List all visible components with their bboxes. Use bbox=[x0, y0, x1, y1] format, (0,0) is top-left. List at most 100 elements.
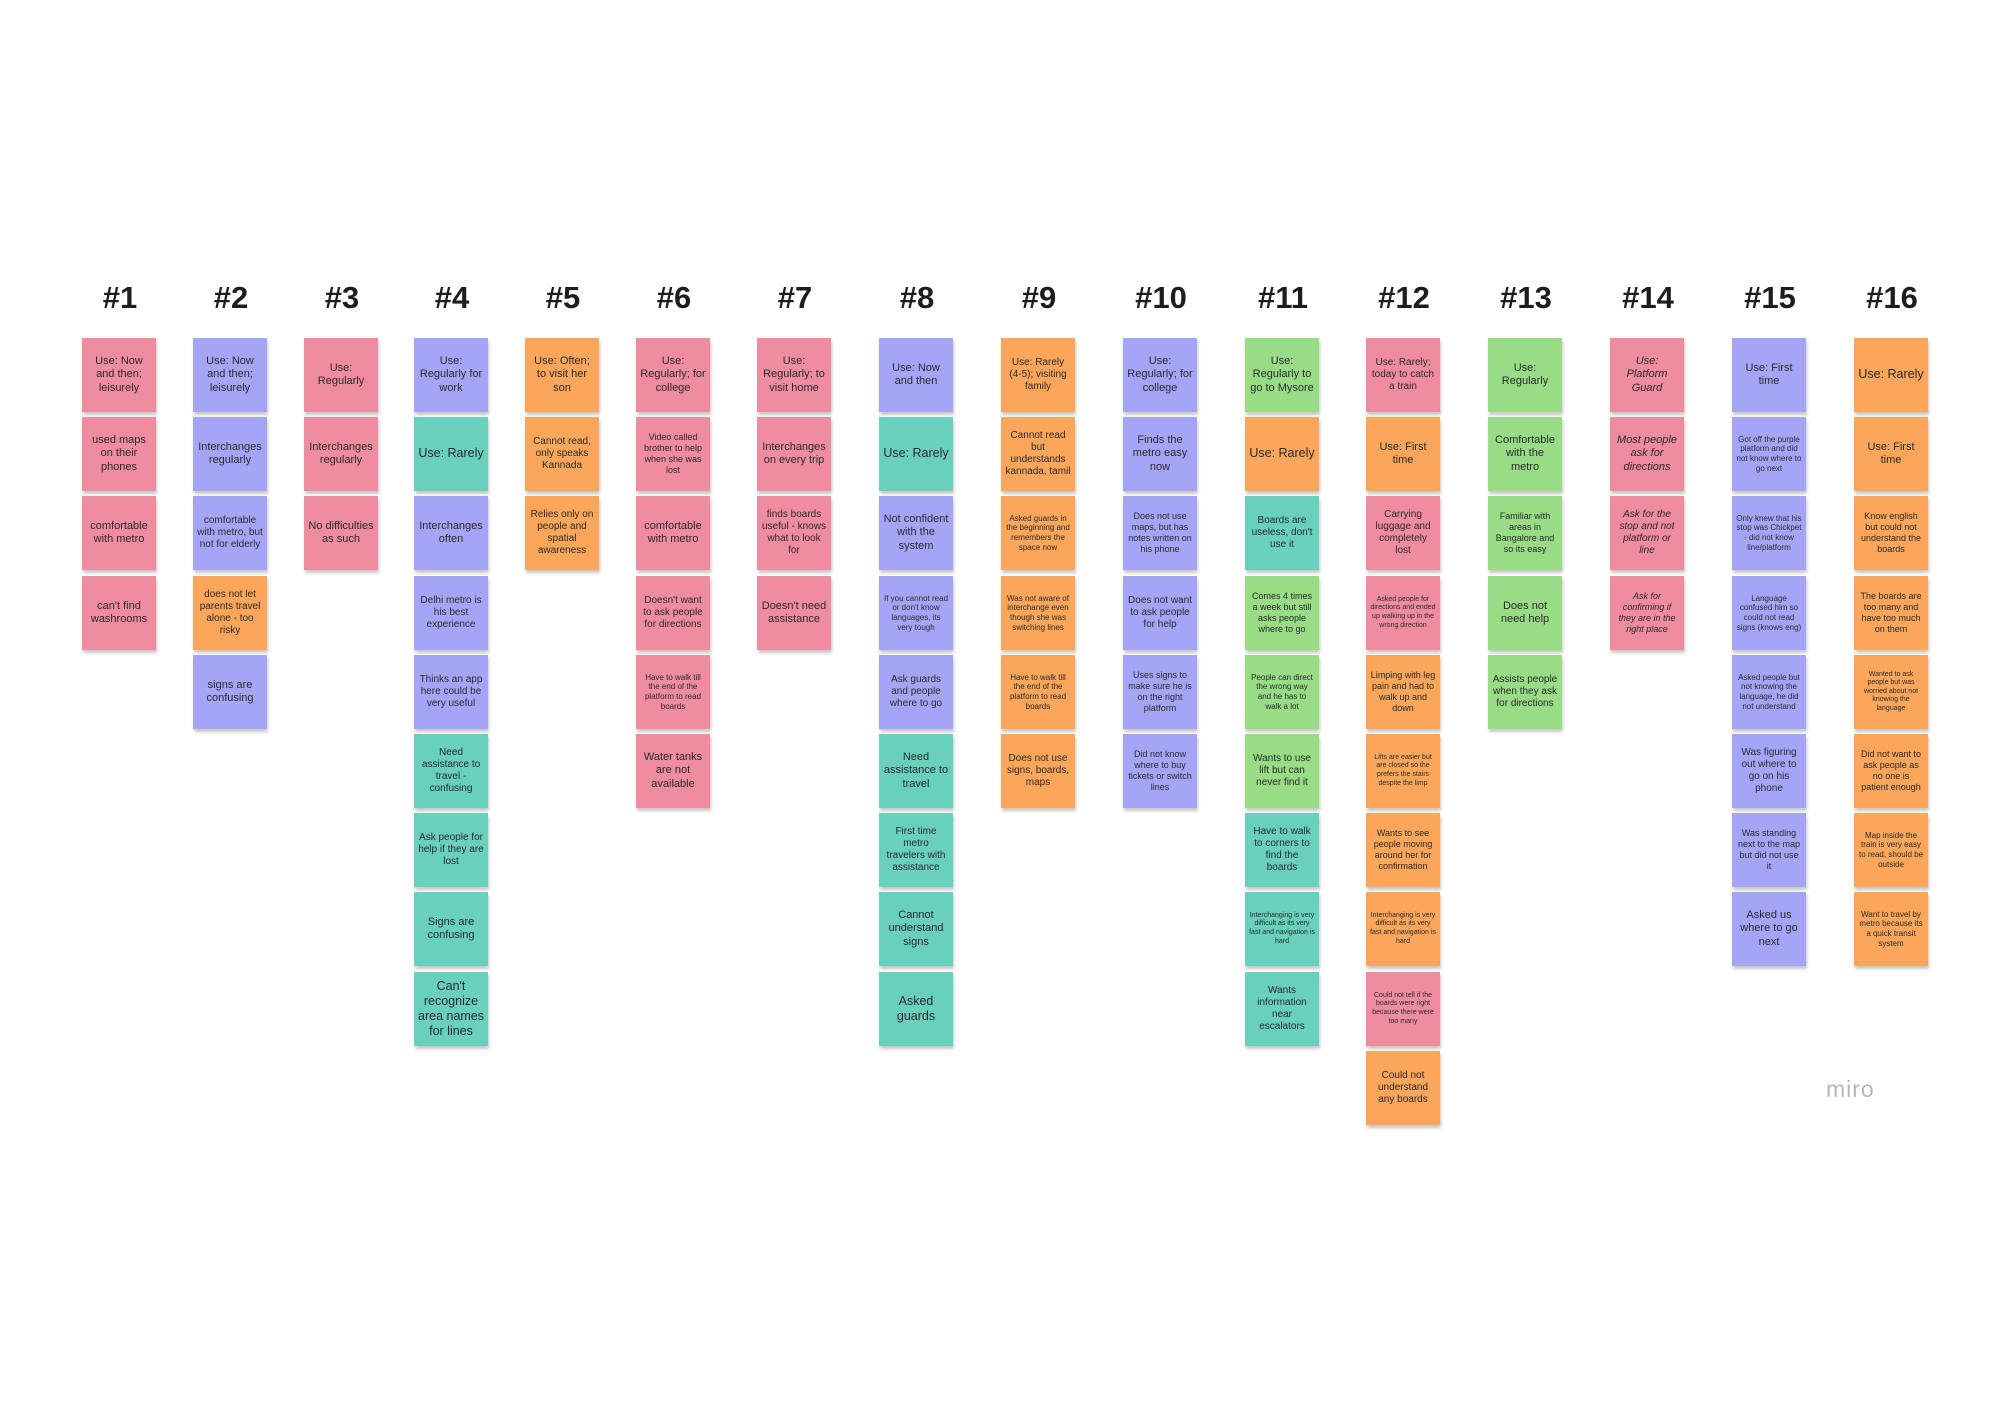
sticky-note-video-called-brother-to-help-when-she-wa[interactable]: Video called brother to help when she wa… bbox=[636, 417, 710, 491]
sticky-note-doesn-t-need-assistance[interactable]: Doesn't need assistance bbox=[757, 576, 831, 650]
sticky-note-comfortable-with-the-metro[interactable]: Comfortable with the metro bbox=[1488, 417, 1562, 491]
sticky-note-finds-the-metro-easy-now[interactable]: Finds the metro easy now bbox=[1123, 417, 1197, 491]
sticky-note-does-not-want-to-ask-people-for-help[interactable]: Does not want to ask people for help bbox=[1123, 576, 1197, 650]
sticky-note-use-now-and-then-leisurely[interactable]: Use: Now and then; leisurely bbox=[82, 338, 156, 412]
sticky-note-use-rarely[interactable]: Use: Rarely bbox=[879, 417, 953, 491]
sticky-note-interchanges-often[interactable]: Interchanges often bbox=[414, 496, 488, 570]
sticky-note-asked-guards-in-the-beginning-and-rememb[interactable]: Asked guards in the beginning and rememb… bbox=[1001, 496, 1075, 570]
sticky-note-use-rarely[interactable]: Use: Rarely bbox=[414, 417, 488, 491]
sticky-note-no-difficulties-as-such[interactable]: No difficulties as such bbox=[304, 496, 378, 570]
sticky-note-language-confused-him-so-could-not-read-[interactable]: Language confused him so could not read … bbox=[1732, 576, 1806, 650]
sticky-note-delhi-metro-is-his-best-experience[interactable]: Delhi metro is his best experience bbox=[414, 576, 488, 650]
sticky-note-ask-for-the-stop-and-not-platform-or-lin[interactable]: Ask for the stop and not platform or lin… bbox=[1610, 496, 1684, 570]
sticky-note-can-t-recognize-area-names-for-lines[interactable]: Can't recognize area names for lines bbox=[414, 972, 488, 1046]
sticky-note-relies-only-on-people-and-spatial-awaren[interactable]: Relies only on people and spatial awaren… bbox=[525, 496, 599, 570]
sticky-note-uses-signs-to-make-sure-he-is-on-the-rig[interactable]: Uses signs to make sure he is on the rig… bbox=[1123, 655, 1197, 729]
sticky-note-finds-boards-useful-knows-what-to-look-f[interactable]: finds boards useful - knows what to look… bbox=[757, 496, 831, 570]
sticky-note-use-regularly-for-work[interactable]: Use: Regularly for work bbox=[414, 338, 488, 412]
sticky-note-use-often-to-visit-her-son[interactable]: Use: Often; to visit her son bbox=[525, 338, 599, 412]
sticky-note-interchanging-is-very-difficult-as-its-v[interactable]: Interchanging is very difficult as its v… bbox=[1245, 892, 1319, 966]
sticky-note-map-inside-the-train-is-very-easy-to-rea[interactable]: Map inside the train is very easy to rea… bbox=[1854, 813, 1928, 887]
sticky-note-asked-people-for-directions-and-ended-up[interactable]: Asked people for directions and ended up… bbox=[1366, 576, 1440, 650]
sticky-note-use-regularly-for-college[interactable]: Use: Regularly; for college bbox=[1123, 338, 1197, 412]
sticky-note-signs-are-confusing[interactable]: signs are confusing bbox=[193, 655, 267, 729]
sticky-note-does-not-use-signs-boards-maps[interactable]: Does not use signs, boards, maps bbox=[1001, 734, 1075, 808]
sticky-note-have-to-walk-till-the-end-of-the-platfor[interactable]: Have to walk till the end of the platfor… bbox=[636, 655, 710, 729]
sticky-note-have-to-walk-to-corners-to-find-the-boar[interactable]: Have to walk to corners to find the boar… bbox=[1245, 813, 1319, 887]
sticky-note-asked-people-but-not-knowing-the-languag[interactable]: Asked people but not knowing the languag… bbox=[1732, 655, 1806, 729]
sticky-note-can-t-find-washrooms[interactable]: can't find washrooms bbox=[82, 576, 156, 650]
sticky-note-if-you-cannot-read-or-don-t-know-languag[interactable]: If you cannot read or don't know languag… bbox=[879, 576, 953, 650]
sticky-note-most-people-ask-for-directions[interactable]: Most people ask for directions bbox=[1610, 417, 1684, 491]
sticky-note-use-first-time[interactable]: Use: First time bbox=[1366, 417, 1440, 491]
sticky-note-does-not-use-maps-but-has-notes-written-[interactable]: Does not use maps, but has notes written… bbox=[1123, 496, 1197, 570]
sticky-note-use-regularly-for-college[interactable]: Use: Regularly; for college bbox=[636, 338, 710, 412]
sticky-note-asked-us-where-to-go-next[interactable]: Asked us where to go next bbox=[1732, 892, 1806, 966]
sticky-note-was-figuring-out-where-to-go-on-his-phon[interactable]: Was figuring out where to go on his phon… bbox=[1732, 734, 1806, 808]
sticky-note-water-tanks-are-not-available[interactable]: Water tanks are not available bbox=[636, 734, 710, 808]
sticky-note-use-rarely[interactable]: Use: Rarely bbox=[1854, 338, 1928, 412]
sticky-note-got-off-the-purple-platform-and-did-not-[interactable]: Got off the purple platform and did not … bbox=[1732, 417, 1806, 491]
sticky-note-could-not-tell-if-the-boards-were-right-[interactable]: Could not tell if the boards were right … bbox=[1366, 972, 1440, 1046]
sticky-note-interchanges-regularly[interactable]: Interchanges regularly bbox=[193, 417, 267, 491]
sticky-note-wanted-to-ask-people-but-was-worried-abo[interactable]: Wanted to ask people but was worried abo… bbox=[1854, 655, 1928, 729]
sticky-note-comfortable-with-metro[interactable]: comfortable with metro bbox=[636, 496, 710, 570]
sticky-note-limping-with-leg-pain-and-had-to-walk-up[interactable]: Limping with leg pain and had to walk up… bbox=[1366, 655, 1440, 729]
sticky-note-comfortable-with-metro[interactable]: comfortable with metro bbox=[82, 496, 156, 570]
sticky-note-need-assistance-to-travel[interactable]: Need assistance to travel bbox=[879, 734, 953, 808]
sticky-note-not-confident-with-the-system[interactable]: Not confident with the system bbox=[879, 496, 953, 570]
sticky-note-know-english-but-could-not-understand-th[interactable]: Know english but could not understand th… bbox=[1854, 496, 1928, 570]
sticky-note-thinks-an-app-here-could-be-very-useful[interactable]: Thinks an app here could be very useful bbox=[414, 655, 488, 729]
sticky-note-ask-guards-and-people-where-to-go[interactable]: Ask guards and people where to go bbox=[879, 655, 953, 729]
sticky-note-cannot-understand-signs[interactable]: Cannot understand signs bbox=[879, 892, 953, 966]
sticky-note-carrying-luggage-and-completely-lost[interactable]: Carrying luggage and completely lost bbox=[1366, 496, 1440, 570]
sticky-note-only-knew-that-his-stop-was-chickpet-did[interactable]: Only knew that his stop was Chickpet - d… bbox=[1732, 496, 1806, 570]
sticky-note-asked-guards[interactable]: Asked guards bbox=[879, 972, 953, 1046]
sticky-note-cannot-read-but-understands-kannada-tami[interactable]: Cannot read but understands kannada, tam… bbox=[1001, 417, 1075, 491]
sticky-note-use-rarely-today-to-catch-a-train[interactable]: Use: Rarely; today to catch a train bbox=[1366, 338, 1440, 412]
sticky-note-was-standing-next-to-the-map-but-did-not[interactable]: Was standing next to the map but did not… bbox=[1732, 813, 1806, 887]
sticky-note-use-now-and-then[interactable]: Use: Now and then bbox=[879, 338, 953, 412]
sticky-note-people-can-direct-the-wrong-way-and-he-h[interactable]: People can direct the wrong way and he h… bbox=[1245, 655, 1319, 729]
sticky-note-use-now-and-then-leisurely[interactable]: Use: Now and then; leisurely bbox=[193, 338, 267, 412]
sticky-note-wants-to-use-lift-but-can-never-find-it[interactable]: Wants to use lift but can never find it bbox=[1245, 734, 1319, 808]
sticky-note-use-first-time[interactable]: Use: First time bbox=[1854, 417, 1928, 491]
sticky-note-did-not-want-to-ask-people-as-no-one-is-[interactable]: Did not want to ask people as no one is … bbox=[1854, 734, 1928, 808]
sticky-note-use-first-time[interactable]: Use: First time bbox=[1732, 338, 1806, 412]
sticky-note-does-not-let-parents-travel-alone-too-ri[interactable]: does not let parents travel alone - too … bbox=[193, 576, 267, 650]
sticky-note-did-not-know-where-to-buy-tickets-or-swi[interactable]: Did not know where to buy tickets or swi… bbox=[1123, 734, 1197, 808]
sticky-note-the-boards-are-too-many-and-have-too-muc[interactable]: The boards are too many and have too muc… bbox=[1854, 576, 1928, 650]
sticky-note-wants-to-see-people-moving-around-her-fo[interactable]: Wants to see people moving around her fo… bbox=[1366, 813, 1440, 887]
sticky-note-used-maps-on-their-phones[interactable]: used maps on their phones bbox=[82, 417, 156, 491]
sticky-note-use-rarely[interactable]: Use: Rarely bbox=[1245, 417, 1319, 491]
sticky-note-lifts-are-easier-but-are-closed-so-the-p[interactable]: Lifts are easier but are closed so the p… bbox=[1366, 734, 1440, 808]
sticky-note-familiar-with-areas-in-bangalore-and-so-[interactable]: Familiar with areas in Bangalore and so … bbox=[1488, 496, 1562, 570]
sticky-note-use-regularly-to-go-to-mysore[interactable]: Use: Regularly to go to Mysore bbox=[1245, 338, 1319, 412]
sticky-note-comes-4-times-a-week-but-still-asks-peop[interactable]: Comes 4 times a week but still asks peop… bbox=[1245, 576, 1319, 650]
sticky-note-could-not-understand-any-boards[interactable]: Could not understand any boards bbox=[1366, 1051, 1440, 1125]
sticky-note-comfortable-with-metro-but-not-for-elder[interactable]: comfortable with metro, but not for elde… bbox=[193, 496, 267, 570]
sticky-note-assists-people-when-they-ask-for-directi[interactable]: Assists people when they ask for directi… bbox=[1488, 655, 1562, 729]
sticky-note-signs-are-confusing[interactable]: Signs are confusing bbox=[414, 892, 488, 966]
sticky-note-use-regularly[interactable]: Use: Regularly bbox=[304, 338, 378, 412]
sticky-note-ask-people-for-help-if-they-are-lost[interactable]: Ask people for help if they are lost bbox=[414, 813, 488, 887]
sticky-note-have-to-walk-till-the-end-of-the-platfor[interactable]: Have to walk till the end of the platfor… bbox=[1001, 655, 1075, 729]
sticky-note-cannot-read-only-speaks-kannada[interactable]: Cannot read, only speaks Kannada bbox=[525, 417, 599, 491]
sticky-note-use-regularly[interactable]: Use: Regularly bbox=[1488, 338, 1562, 412]
sticky-note-use-platform-guard[interactable]: Use: Platform Guard bbox=[1610, 338, 1684, 412]
sticky-note-text: First time metro travelers with assistan… bbox=[886, 825, 946, 874]
sticky-note-was-not-aware-of-interchange-even-though[interactable]: Was not aware of interchange even though… bbox=[1001, 576, 1075, 650]
sticky-note-ask-for-confirming-if-they-are-in-the-ri[interactable]: Ask for confirming if they are in the ri… bbox=[1610, 576, 1684, 650]
sticky-note-boards-are-useless-don-t-use-it[interactable]: Boards are useless, don't use it bbox=[1245, 496, 1319, 570]
sticky-note-wants-information-near-escalators[interactable]: Wants information near escalators bbox=[1245, 972, 1319, 1046]
sticky-note-interchanges-regularly[interactable]: Interchanges regularly bbox=[304, 417, 378, 491]
sticky-note-doesn-t-want-to-ask-people-for-direction[interactable]: Doesn't want to ask people for direction… bbox=[636, 576, 710, 650]
sticky-note-first-time-metro-travelers-with-assistan[interactable]: First time metro travelers with assistan… bbox=[879, 813, 953, 887]
sticky-note-want-to-travel-by-metro-because-its-a-qu[interactable]: Want to travel by metro because its a qu… bbox=[1854, 892, 1928, 966]
sticky-note-use-rarely-4-5-visiting-family[interactable]: Use: Rarely (4-5); visiting family bbox=[1001, 338, 1075, 412]
sticky-note-need-assistance-to-travel-confusing[interactable]: Need assistance to travel - confusing bbox=[414, 734, 488, 808]
sticky-note-use-regularly-to-visit-home[interactable]: Use: Regularly; to visit home bbox=[757, 338, 831, 412]
sticky-note-interchanging-is-very-difficult-as-its-v[interactable]: Interchanging is very difficult as its v… bbox=[1366, 892, 1440, 966]
sticky-note-interchanges-on-every-trip[interactable]: Interchanges on every trip bbox=[757, 417, 831, 491]
sticky-note-does-not-need-help[interactable]: Does not need help bbox=[1488, 576, 1562, 650]
